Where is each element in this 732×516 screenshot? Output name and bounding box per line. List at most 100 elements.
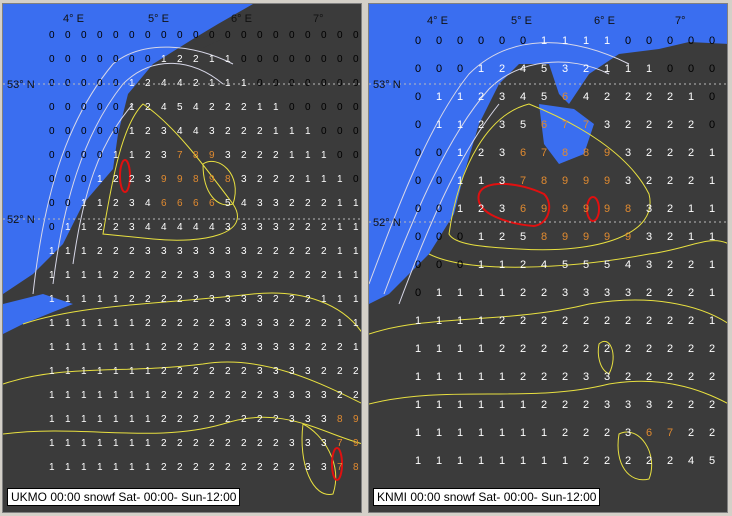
grid-value: 3: [273, 366, 279, 377]
grid-value: 0: [337, 54, 343, 65]
grid-value: 0: [321, 126, 327, 137]
grid-value: 3: [604, 119, 610, 131]
grid-value: 3: [273, 342, 279, 353]
grid-value: 1: [541, 455, 547, 467]
grid-value: 0: [81, 126, 87, 137]
grid-value: 1: [337, 318, 343, 329]
grid-value: 1: [709, 287, 715, 299]
grid-value: 2: [562, 315, 568, 327]
grid-value: 3: [625, 399, 631, 411]
grid-value: 0: [415, 147, 421, 159]
grid-value: 1: [81, 294, 87, 305]
grid-value: 3: [583, 287, 589, 299]
grid-value: 0: [353, 126, 359, 137]
grid-value: 0: [273, 30, 279, 41]
grid-value: 0: [81, 30, 87, 41]
grid-value: 3: [604, 371, 610, 383]
grid-value: 2: [273, 438, 279, 449]
grid-value: 1: [49, 318, 55, 329]
grid-value: 1: [457, 343, 463, 355]
grid-value: 1: [145, 462, 151, 473]
grid-value: 0: [273, 78, 279, 89]
grid-value: 2: [646, 315, 652, 327]
grid-value: 2: [193, 366, 199, 377]
grid-value: 2: [241, 414, 247, 425]
grid-value: 0: [97, 102, 103, 113]
grid-value: 2: [257, 462, 263, 473]
grid-value: 3: [562, 63, 568, 75]
grid-value: 1: [129, 126, 135, 137]
knmi-map: 0 0 0 0 0 0 1 1 1 1 0 0 0 0 0 0 0 0 1 2 4 5 3 2 1 1 1 0 0 0 0 1 1 2 3 4 5 6 4 2…: [369, 4, 727, 512]
grid-value: 3: [241, 318, 247, 329]
grid-value: 4: [193, 102, 199, 113]
grid-value: 3: [257, 342, 263, 353]
grid-value: 0: [225, 30, 231, 41]
grid-value: 6: [562, 91, 568, 103]
grid-value: 1: [499, 371, 505, 383]
grid-value: 2: [289, 246, 295, 257]
grid-value: 2: [499, 315, 505, 327]
grid-value: 0: [257, 30, 263, 41]
grid-value: 0: [65, 54, 71, 65]
grid-value: 2: [562, 371, 568, 383]
grid-value: 2: [241, 390, 247, 401]
grid-value: 2: [113, 222, 119, 233]
grid-value: 2: [145, 270, 151, 281]
grid-value: 1: [353, 222, 359, 233]
grid-value: 1: [457, 91, 463, 103]
grid-value: 1: [688, 231, 694, 243]
grid-value: 1: [604, 35, 610, 47]
grid-value: 2: [520, 259, 526, 271]
grid-value: 2: [305, 318, 311, 329]
grid-value: 2: [129, 294, 135, 305]
grid-value: 0: [289, 102, 295, 113]
grid-value: 0: [337, 102, 343, 113]
grid-value: 2: [604, 315, 610, 327]
grid-value: 1: [145, 414, 151, 425]
grid-value: 0: [667, 35, 673, 47]
island: [193, 34, 228, 48]
grid-value: 0: [415, 91, 421, 103]
knmi-map-panel[interactable]: 0 0 0 0 0 0 1 1 1 1 0 0 0 0 0 0 0 0 1 2 4 5 3 2 1 1 1 0 0 0 0 1 1 2 3 4 5 6 4 2…: [368, 3, 728, 513]
grid-value: 1: [81, 222, 87, 233]
grid-value: 0: [353, 150, 359, 161]
grid-value: 4: [520, 91, 526, 103]
contours-red: [477, 182, 600, 228]
grid-value: 1: [129, 150, 135, 161]
grid-value: 0: [415, 203, 421, 215]
grid-value: 2: [177, 462, 183, 473]
grid-value: 2: [241, 462, 247, 473]
grid-value: 2: [113, 270, 119, 281]
grid-value: 2: [709, 343, 715, 355]
grid-value: 2: [225, 438, 231, 449]
grid-value: 2: [257, 246, 263, 257]
grid-value: 3: [305, 366, 311, 377]
grid-value: 2: [289, 270, 295, 281]
grid-value: 1: [353, 246, 359, 257]
grid-value: 1: [49, 390, 55, 401]
grid-value: 2: [625, 455, 631, 467]
grid-value: 2: [321, 342, 327, 353]
grid-value: 0: [709, 91, 715, 103]
grid-value: 1: [478, 427, 484, 439]
grid-value: 3: [321, 462, 327, 473]
grid-value: 1: [457, 371, 463, 383]
grid-value: 2: [305, 342, 311, 353]
grid-value: 3: [145, 174, 151, 185]
grid-value: 1: [625, 63, 631, 75]
grid-value: 1: [478, 315, 484, 327]
grid-value: 2: [478, 203, 484, 215]
grid-value: 0: [353, 30, 359, 41]
grid-value: 2: [209, 366, 215, 377]
grid-value: 1: [337, 174, 343, 185]
grid-value: 4: [583, 91, 589, 103]
grid-value: 0: [436, 259, 442, 271]
grid-value: 2: [209, 462, 215, 473]
grid-value: 2: [177, 390, 183, 401]
grid-value: 2: [583, 343, 589, 355]
grid-value: 1: [65, 246, 71, 257]
grid-value: 2: [161, 318, 167, 329]
grid-value: 1: [113, 294, 119, 305]
grid-value: 5: [583, 259, 589, 271]
